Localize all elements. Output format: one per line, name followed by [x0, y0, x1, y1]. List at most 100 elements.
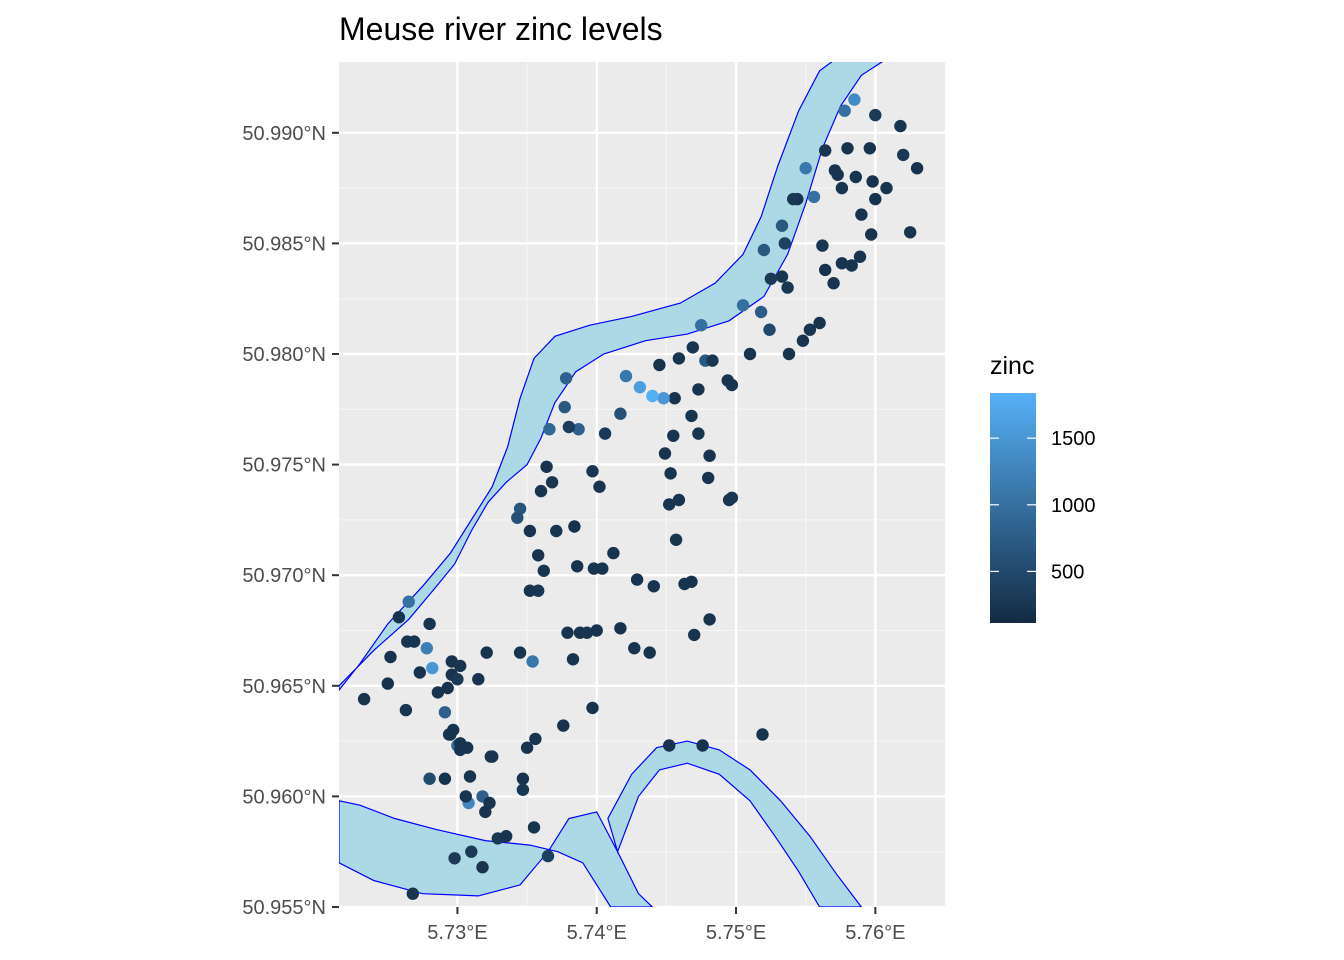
sample-points [357, 93, 924, 900]
y-tick-label: 50.970°N [242, 565, 326, 587]
data-point [586, 465, 599, 478]
data-point [816, 239, 829, 252]
data-point [593, 480, 606, 493]
data-point [865, 228, 878, 241]
data-point [461, 741, 474, 754]
legend-title: zinc [990, 352, 1034, 380]
y-tick-label: 50.975°N [242, 455, 326, 477]
y-tick-label: 50.965°N [242, 676, 326, 698]
data-point [658, 447, 672, 460]
data-point [628, 642, 641, 655]
data-point [692, 427, 705, 440]
data-point [803, 323, 817, 336]
data-point [500, 830, 513, 843]
data-point [596, 562, 609, 575]
data-point [672, 493, 686, 507]
data-point [853, 250, 867, 263]
data-point [438, 706, 452, 719]
data-point [880, 181, 893, 195]
data-point [513, 646, 527, 659]
data-point [633, 381, 647, 394]
data-point [523, 524, 537, 538]
y-tick-label: 50.985°N [242, 233, 326, 255]
data-point [614, 407, 627, 420]
data-point [894, 119, 907, 133]
data-point [523, 584, 537, 597]
data-point [743, 347, 757, 361]
x-tick-label: 5.73°E [427, 922, 487, 944]
river-polygon [339, 800, 654, 907]
data-point [835, 257, 849, 270]
legend-breaks: 500 1000 1500 [990, 428, 1096, 583]
data-point [420, 642, 433, 655]
data-point [657, 392, 670, 405]
data-point [756, 728, 769, 741]
data-point [775, 270, 789, 283]
data-point [702, 471, 715, 485]
data-point [686, 341, 699, 354]
data-point [646, 389, 659, 403]
data-point [775, 219, 789, 232]
data-point [695, 319, 708, 332]
river-polygon [607, 740, 863, 907]
data-point [782, 347, 796, 361]
data-point [448, 852, 461, 865]
y-tick-label: 50.960°N [242, 786, 326, 808]
data-point [736, 299, 750, 312]
data-point [476, 861, 489, 874]
data-point [725, 491, 739, 504]
data-point [869, 192, 882, 206]
data-point [527, 821, 541, 834]
data-point [831, 168, 844, 181]
data-point [441, 681, 454, 695]
data-point [678, 577, 691, 591]
data-point [438, 772, 452, 785]
data-point [848, 93, 861, 106]
data-point [703, 449, 716, 462]
data-point [849, 170, 862, 184]
data-point [381, 677, 394, 690]
data-point [706, 354, 719, 367]
data-point [910, 162, 924, 175]
data-point [580, 626, 594, 639]
data-point [819, 263, 832, 277]
data-point [838, 104, 851, 117]
data-point [442, 728, 456, 741]
data-point [688, 628, 701, 642]
x-tick-label: 5.74°E [567, 922, 627, 944]
data-point [532, 549, 545, 562]
data-point [568, 520, 581, 533]
data-point [835, 181, 849, 195]
data-point [866, 175, 879, 188]
data-point [426, 661, 439, 675]
data-point [571, 560, 584, 573]
data-point [406, 887, 419, 900]
data-point [841, 142, 854, 155]
data-point [463, 770, 477, 783]
river-map-layer [339, 62, 884, 907]
data-point [459, 790, 472, 803]
data-point [572, 423, 585, 436]
data-point [408, 635, 421, 648]
legend-break-label: 1000 [1051, 495, 1096, 517]
data-point [669, 533, 683, 546]
data-point [399, 703, 413, 717]
data-point [904, 226, 917, 239]
data-point [630, 573, 644, 586]
data-point [480, 646, 493, 659]
data-point [807, 190, 821, 204]
data-point [540, 460, 553, 473]
data-point [763, 323, 776, 336]
data-point [827, 277, 840, 290]
data-point [672, 352, 686, 365]
data-point [796, 334, 810, 347]
data-point [557, 719, 570, 732]
data-point [667, 429, 680, 442]
data-point [483, 796, 496, 810]
data-point [511, 511, 524, 524]
data-point [663, 498, 676, 511]
data-point [402, 595, 415, 608]
data-point [855, 208, 868, 221]
data-point [384, 650, 397, 664]
